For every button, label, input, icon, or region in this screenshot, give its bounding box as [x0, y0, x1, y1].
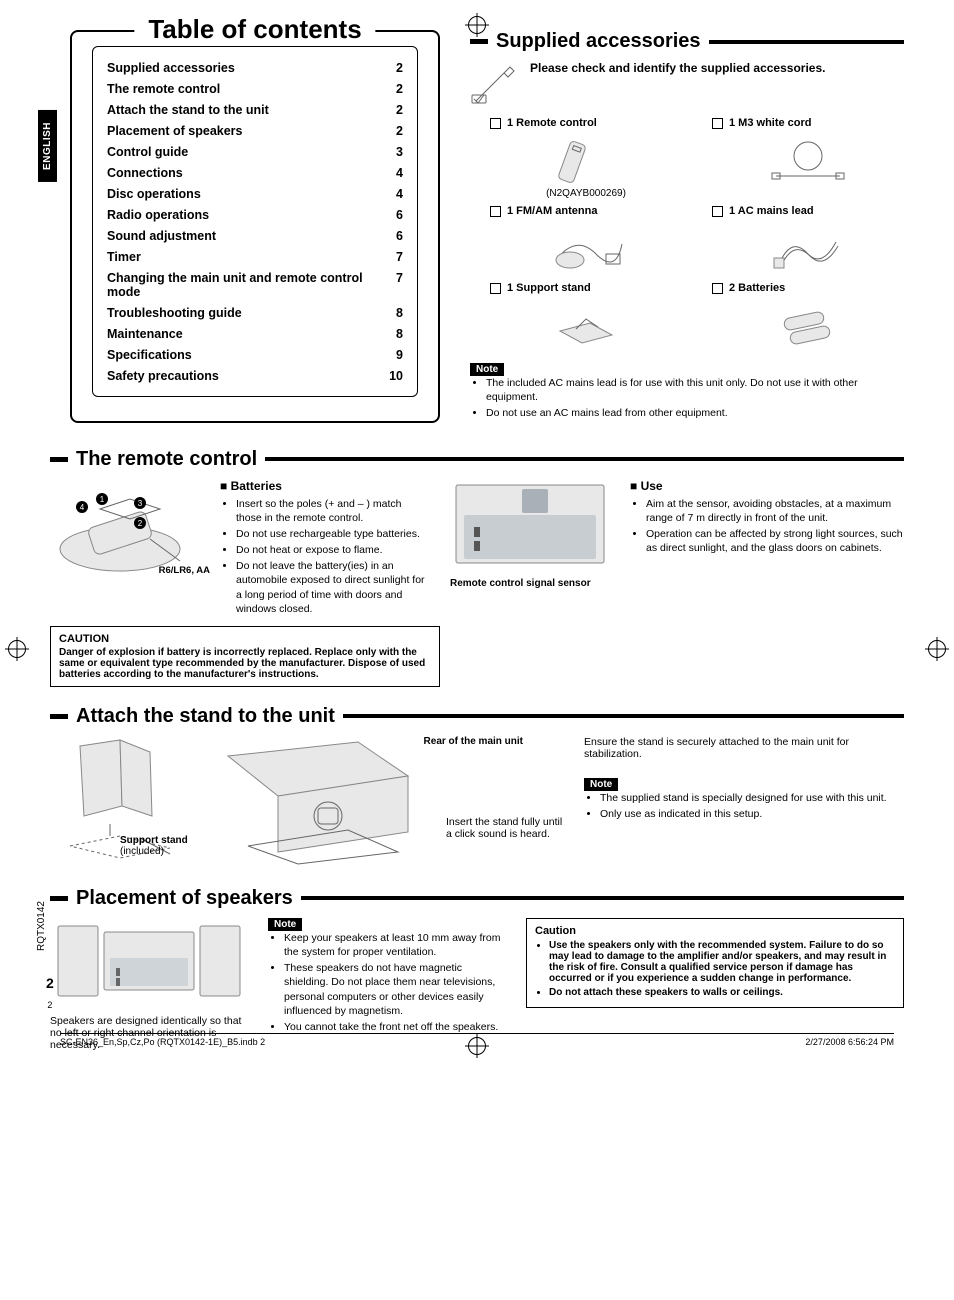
ensure-text: Ensure the stand is securely attached to…: [584, 736, 904, 760]
note-tag: Note: [268, 918, 302, 931]
checkbox-icon: [490, 283, 501, 294]
list-item: The included AC mains lead is for use wi…: [486, 376, 904, 404]
svg-text:4: 4: [80, 503, 85, 512]
toc-row: Disc operations4: [107, 183, 403, 204]
toc-row: Timer7: [107, 246, 403, 267]
checklist-hand-icon: [470, 61, 520, 105]
batteries-bullets: Insert so the poles (+ and – ) match tho…: [236, 497, 430, 616]
toc-row: Attach the stand to the unit2: [107, 99, 403, 120]
list-item: Do not heat or expose to flame.: [236, 543, 430, 557]
accessory-item: 1 Support stand: [490, 282, 682, 353]
checkbox-icon: [712, 118, 723, 129]
list-item: Do not use rechargeable type batteries.: [236, 527, 430, 541]
list-item: Do not attach these speakers to walls or…: [549, 987, 895, 998]
batteries-subheading: Batteries: [220, 479, 430, 493]
insert-instruction: Insert the stand fully until a click sou…: [446, 736, 566, 840]
check-instruction: Please check and identify the supplied a…: [530, 61, 825, 75]
accessory-item: 1 AC mains lead: [712, 205, 904, 276]
checkbox-icon: [490, 118, 501, 129]
list-item: Keep your speakers at least 10 mm away f…: [284, 931, 508, 959]
toc-row: The remote control2: [107, 78, 403, 99]
sensor-diagram: Remote control signal sensor: [450, 479, 610, 589]
toc-row: Placement of speakers2: [107, 120, 403, 141]
placement-caution-box: Caution Use the speakers only with the r…: [526, 918, 904, 1008]
accessory-item: 1 FM/AM antenna: [490, 205, 682, 276]
svg-text:1: 1: [100, 495, 105, 504]
remote-caution-box: CAUTION Danger of explosion if battery i…: [50, 626, 440, 687]
stand-diagram-front: Support stand (included): [50, 736, 200, 869]
document-code: RQTX0142: [36, 901, 47, 951]
toc-row: Supplied accessories2: [107, 57, 403, 78]
accessory-item: 1 M3 white cord: [712, 117, 904, 199]
attach-stand-heading: Attach the stand to the unit: [50, 705, 904, 728]
note-tag: Note: [470, 363, 504, 376]
list-item: Operation can be affected by strong ligh…: [646, 527, 904, 555]
list-item: Aim at the sensor, avoiding obstacles, a…: [646, 497, 904, 525]
battery-type-label: R6/LR6, AA: [159, 565, 210, 576]
checkbox-icon: [490, 206, 501, 217]
registration-mark: [928, 640, 946, 658]
list-item: These speakers do not have magnetic shie…: [284, 961, 508, 1018]
accessory-item: 2 Batteries: [712, 282, 904, 353]
checkbox-icon: [712, 206, 723, 217]
list-item: Only use as indicated in this setup.: [600, 807, 904, 821]
toc-row: Control guide3: [107, 141, 403, 162]
stand-diagram-rear: Rear of the main unit: [218, 736, 428, 869]
list-item: Use the speakers only with the recommend…: [549, 940, 895, 984]
accessory-item: 1 Remote control (N2QAYB000269): [490, 117, 682, 199]
attach-notes: The supplied stand is specially designed…: [600, 791, 904, 821]
language-tab: ENGLISH: [38, 110, 57, 182]
toc-row: Radio operations6: [107, 204, 403, 225]
page-number: 2 2: [46, 975, 54, 1011]
toc-row: Changing the main unit and remote contro…: [107, 267, 403, 302]
toc-title: Table of contents: [134, 14, 375, 45]
svg-text:3: 3: [138, 499, 143, 508]
toc-row: Connections4: [107, 162, 403, 183]
placement-notes: Keep your speakers at least 10 mm away f…: [284, 931, 508, 1034]
checkbox-icon: [712, 283, 723, 294]
toc-row: Maintenance8: [107, 323, 403, 344]
note-tag: Note: [584, 778, 618, 791]
toc-row: Specifications9: [107, 344, 403, 365]
list-item: Insert so the poles (+ and – ) match tho…: [236, 497, 430, 525]
table-of-contents: Table of contents Supplied accessories2T…: [70, 30, 440, 423]
supplied-notes: The included AC mains lead is for use wi…: [486, 376, 904, 421]
toc-row: Troubleshooting guide8: [107, 302, 403, 323]
use-subheading: Use: [630, 479, 904, 493]
use-bullets: Aim at the sensor, avoiding obstacles, a…: [646, 497, 904, 556]
remote-control-heading: The remote control: [50, 448, 904, 471]
footer: SC-EN36_En,Sp,Cz,Po (RQTX0142-1E)_B5.ind…: [60, 1033, 894, 1047]
remote-battery-diagram: 4 1 3 2 R6/LR6, AA: [50, 479, 200, 582]
toc-row: Sound adjustment6: [107, 225, 403, 246]
toc-row: Safety precautions10: [107, 365, 403, 386]
speaker-placement-diagram: Speakers are designed identically so tha…: [50, 918, 250, 1051]
registration-mark: [8, 640, 26, 658]
placement-heading: Placement of speakers: [50, 887, 904, 910]
list-item: The supplied stand is specially designed…: [600, 791, 904, 805]
svg-text:2: 2: [138, 519, 143, 528]
list-item: Do not leave the battery(ies) in an auto…: [236, 559, 430, 616]
supplied-accessories-heading: Supplied accessories: [470, 30, 904, 53]
registration-mark: [468, 16, 486, 34]
list-item: Do not use an AC mains lead from other e…: [486, 406, 904, 420]
